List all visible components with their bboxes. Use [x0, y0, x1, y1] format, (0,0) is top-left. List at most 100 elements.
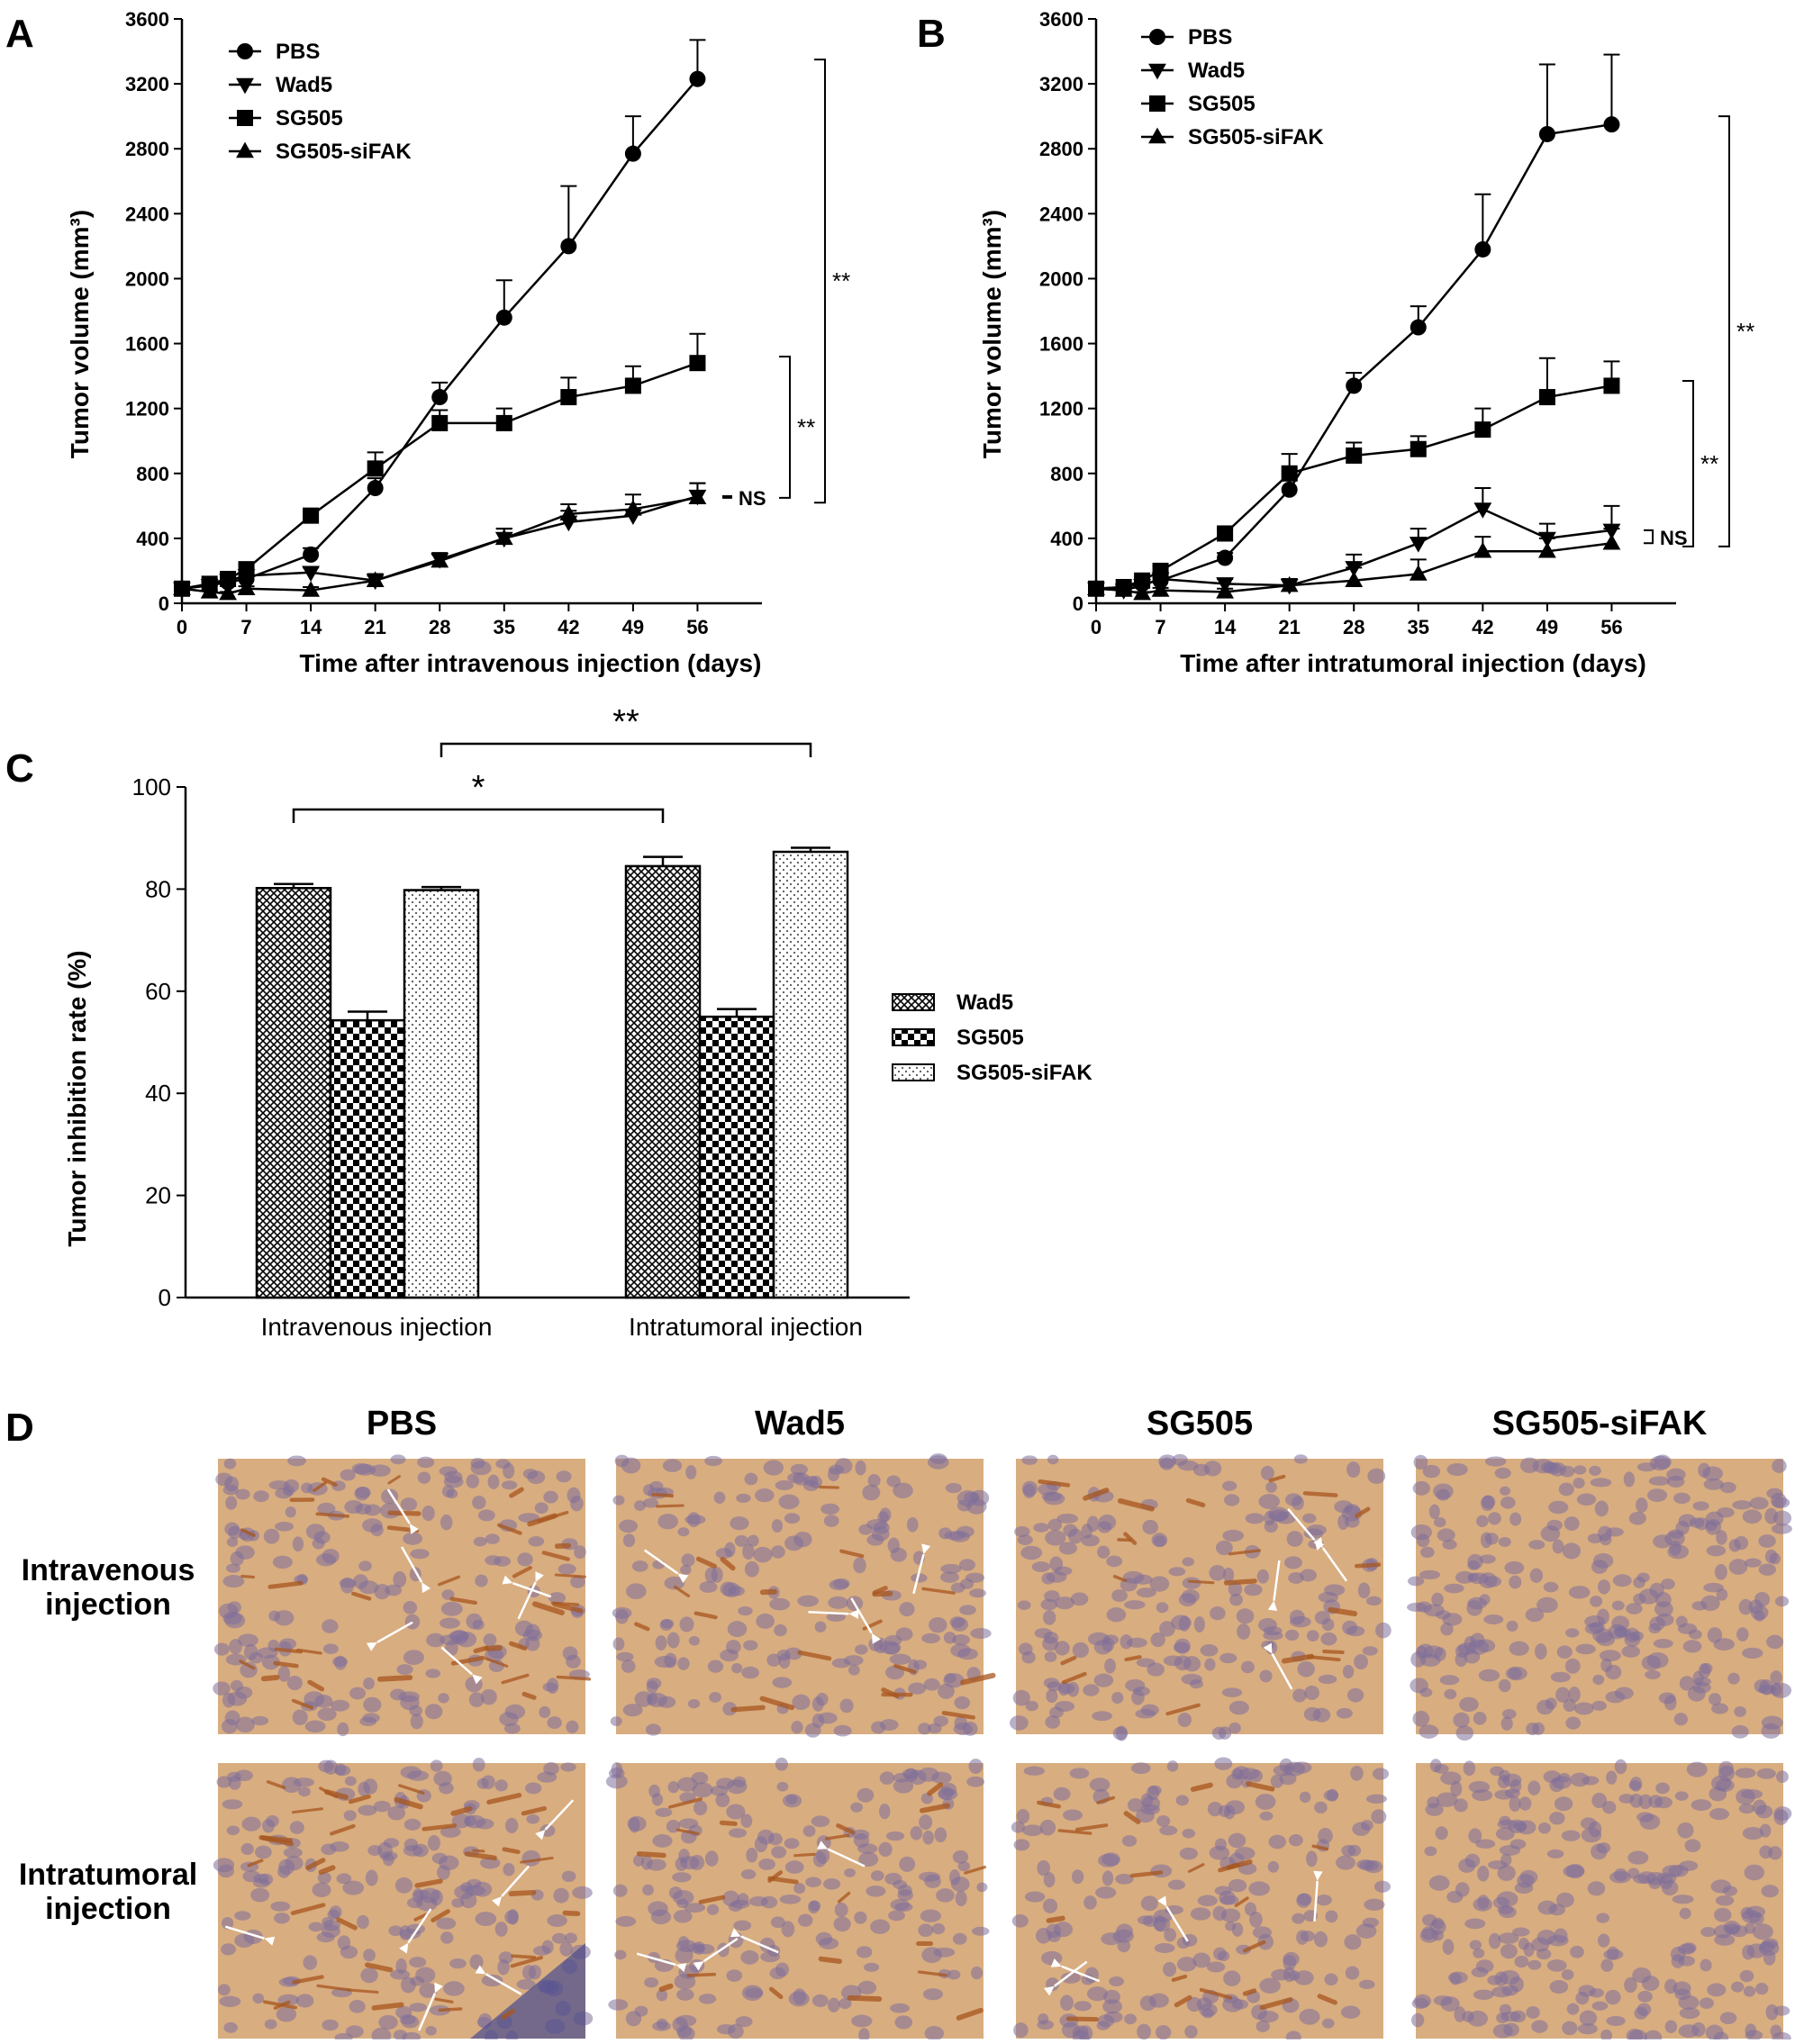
micrograph-nucleus	[366, 1870, 378, 1886]
micrograph-nucleus	[844, 1868, 856, 1877]
micrograph-nucleus	[1083, 1895, 1096, 1910]
chart-a-series-pbs-point	[625, 146, 641, 162]
micrograph-nucleus	[345, 1777, 357, 1786]
micrograph-nucleus	[611, 1716, 622, 1726]
micrograph-nucleus	[1359, 1980, 1375, 1989]
micrograph-nucleus	[252, 1994, 264, 2003]
micrograph-nucleus	[485, 1533, 500, 1544]
micrograph-nucleus	[1083, 1684, 1099, 1696]
micrograph-nucleus	[1562, 1969, 1574, 1980]
chart-a-legend-marker	[237, 43, 253, 59]
micrograph-nucleus	[1732, 1725, 1749, 1739]
micrograph-nucleus	[323, 1643, 339, 1654]
micrograph-nucleus	[918, 1923, 933, 1937]
micrograph-nucleus	[1221, 1908, 1240, 1922]
micrograph-nucleus	[1177, 1957, 1197, 1971]
micrograph-nucleus	[229, 1639, 242, 1654]
micrograph-nucleus	[1709, 1786, 1727, 1801]
micrograph-nucleus	[834, 1725, 852, 1737]
micrograph-nucleus	[1488, 1860, 1508, 1869]
micrograph-nucleus	[1565, 1659, 1581, 1674]
micrograph-nucleus	[1650, 1583, 1664, 1598]
micrograph-nucleus	[1563, 1865, 1584, 1877]
micrograph-nucleus	[866, 1519, 888, 1530]
micrograph-nucleus	[908, 1683, 926, 1695]
micrograph-nucleus	[1473, 1897, 1493, 1911]
chart-a-x-tick-label: 14	[300, 616, 322, 638]
micrograph-nucleus	[733, 1777, 747, 1787]
micrograph-nucleus	[1285, 1630, 1299, 1641]
micrograph-nucleus	[362, 1518, 383, 1533]
micrograph-nucleus	[862, 1485, 880, 1501]
micrograph-nucleus	[966, 1777, 984, 1787]
micrograph-nucleus	[279, 1638, 296, 1650]
micrograph-nucleus	[1742, 1648, 1763, 1659]
micrograph-nucleus	[1178, 1713, 1192, 1727]
micrograph-nucleus	[1168, 1880, 1185, 1890]
micrograph-nucleus	[1646, 1872, 1665, 1886]
chart-c-y-tick-label: 80	[145, 875, 171, 902]
micrograph-nucleus	[265, 2019, 277, 2029]
micrograph-nucleus	[1744, 1986, 1755, 1997]
micrograph-row-title: injection	[45, 1587, 171, 1622]
micrograph-nucleus	[1043, 1898, 1057, 1913]
micrograph-nucleus	[1703, 1583, 1724, 1593]
chart-b-significance-label: **	[1736, 318, 1754, 345]
micrograph-nucleus	[526, 1814, 539, 1824]
micrograph-nucleus	[880, 1771, 894, 1785]
chart-c-y-axis-title: Tumor inhibition rate (%)	[63, 950, 91, 1246]
micrograph-nucleus	[1319, 1592, 1338, 1603]
chart-b-series-sg505-point	[1282, 466, 1298, 482]
micrograph-nucleus	[1736, 1627, 1748, 1642]
micrograph-nucleus	[1374, 1881, 1391, 1893]
micrograph-nucleus	[864, 1963, 879, 1972]
micrograph-nucleus	[1500, 1845, 1521, 1856]
micrograph-nucleus	[410, 1549, 429, 1559]
micrograph-nucleus	[363, 1949, 376, 1961]
micrograph-nucleus	[391, 1454, 406, 1464]
micrograph-nucleus	[1296, 1894, 1310, 1908]
micrograph-nucleus	[226, 1563, 240, 1572]
micrograph-nucleus	[746, 1848, 757, 1863]
micrograph-nucleus	[1736, 1788, 1755, 1804]
chart-c-y-tick-label: 60	[145, 978, 171, 1005]
chart-a-x-tick-label: 28	[429, 616, 450, 638]
micrograph-nucleus	[306, 1524, 325, 1539]
micrograph-nucleus	[1300, 1792, 1310, 1803]
micrograph-nucleus	[853, 1557, 866, 1573]
micrograph-nucleus	[574, 1545, 586, 1559]
micrograph-nucleus	[1485, 1533, 1499, 1544]
micrograph-nucleus	[470, 1954, 484, 1969]
micrograph-nucleus	[1711, 1703, 1728, 1714]
micrograph-nucleus	[360, 1967, 378, 1983]
micrograph-nucleus	[284, 1848, 303, 1858]
micrograph-nucleus	[623, 1533, 635, 1547]
micrograph-nucleus	[1098, 1515, 1116, 1530]
micrograph-nucleus	[488, 1475, 500, 1489]
micrograph-nucleus	[1035, 1628, 1053, 1638]
micrograph-nucleus	[1032, 1561, 1050, 1572]
micrograph-nucleus	[560, 1762, 576, 1771]
micrograph-nucleus	[891, 1548, 907, 1562]
micrograph-nucleus	[234, 1911, 250, 1921]
micrograph-nucleus	[1736, 1768, 1756, 1777]
micrograph-nucleus	[213, 1858, 234, 1872]
micrograph-nucleus	[1735, 1536, 1749, 1550]
micrograph-nucleus	[559, 1941, 572, 1957]
micrograph-nucleus	[1419, 1570, 1440, 1579]
micrograph-nucleus	[225, 1496, 237, 1509]
micrograph-nucleus	[1343, 1665, 1354, 1678]
micrograph-nucleus	[1313, 1708, 1331, 1723]
micrograph-nucleus	[1152, 1533, 1168, 1547]
micrograph-nucleus	[1171, 1615, 1192, 1631]
chart-b-x-tick-label: 42	[1472, 616, 1493, 638]
micrograph-nucleus	[456, 1632, 476, 1648]
micrograph-nucleus	[367, 1845, 382, 1856]
micrograph-nucleus	[1629, 1780, 1642, 1790]
micrograph-nucleus	[1047, 1681, 1062, 1691]
micrograph-nucleus	[680, 1856, 699, 1869]
micrograph-nucleus	[1315, 1611, 1330, 1624]
micrograph-nucleus	[1600, 1959, 1613, 1972]
micrograph-nucleus	[287, 1676, 303, 1690]
micrograph-nucleus	[1485, 1456, 1506, 1466]
